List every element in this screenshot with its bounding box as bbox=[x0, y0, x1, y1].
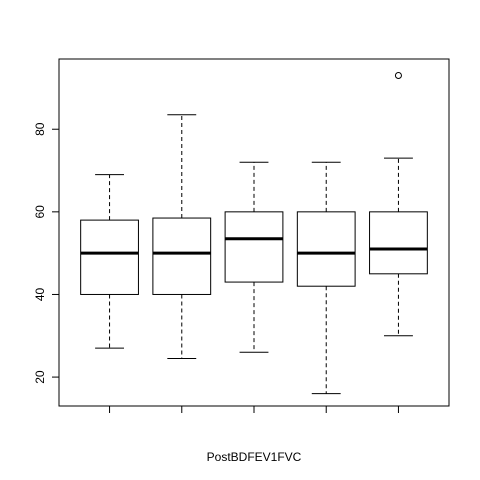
box-4 bbox=[296, 161, 356, 395]
y-tick-label-2: 60 bbox=[33, 205, 47, 219]
box-5 bbox=[369, 72, 428, 337]
iqr-box bbox=[224, 211, 284, 283]
boxes bbox=[80, 72, 428, 395]
iqr-box bbox=[296, 211, 356, 287]
iqr-box bbox=[369, 211, 428, 275]
x-axis-title: PostBDFEV1FVC bbox=[207, 450, 302, 464]
outlier-point-1 bbox=[394, 72, 402, 80]
iqr-box bbox=[80, 219, 139, 295]
box-2 bbox=[152, 114, 212, 359]
y-tick-label-3: 80 bbox=[33, 122, 47, 136]
y-tick-label-0: 20 bbox=[33, 370, 47, 384]
y-axis: 20 40 60 80 bbox=[33, 122, 59, 384]
iqr-box bbox=[152, 217, 212, 295]
x-axis bbox=[109, 406, 399, 413]
box-1 bbox=[80, 174, 139, 349]
box-3 bbox=[224, 161, 284, 353]
y-tick-label-1: 40 bbox=[33, 287, 47, 301]
